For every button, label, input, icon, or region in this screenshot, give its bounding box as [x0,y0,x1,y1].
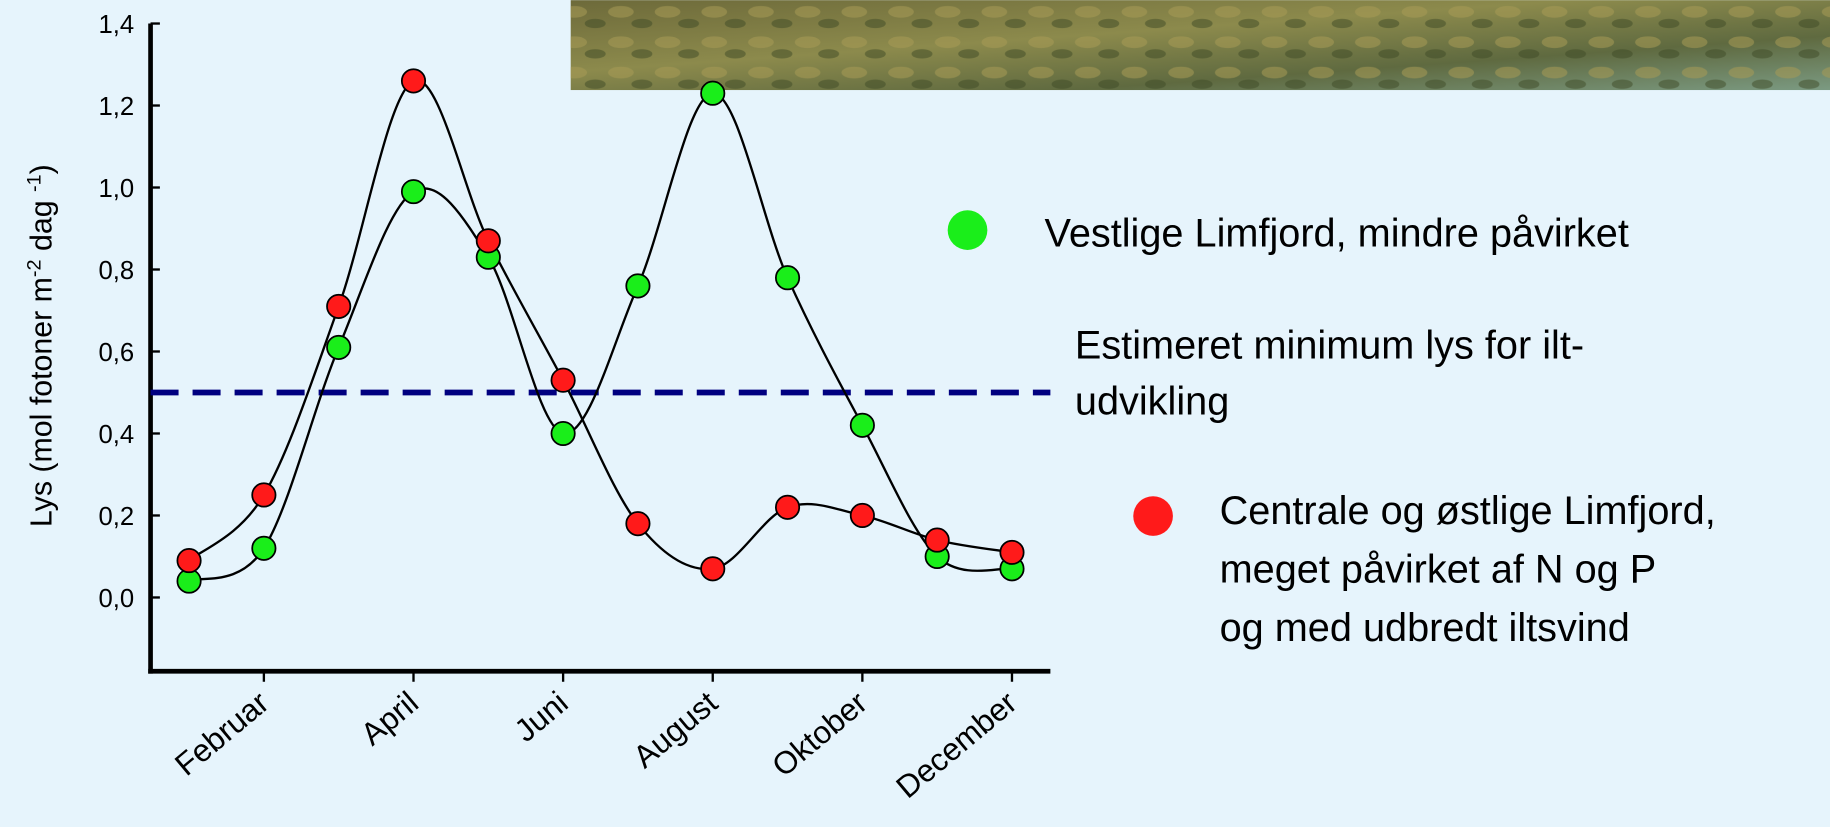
y-tick-label: 0,6 [99,339,135,367]
legend-label: udvikling [1075,380,1229,424]
data-point [252,537,275,560]
data-point [701,82,724,105]
y-axis-label: Lys (mol fotoner m-2 dag -1) [23,164,58,527]
data-point [776,266,799,289]
legend-label: Estimeret minimum lys for ilt- [1075,323,1584,367]
page: 0,0 0,2 0,4 0,6 0,8 1,0 1,2 1,4 Februar April Juni… [0,0,1830,827]
x-tick-label: April [354,684,425,752]
legend-marker [1133,496,1173,536]
data-point [851,504,874,527]
y-tick-label: 0,4 [99,421,135,449]
data-point [701,557,724,580]
x-tick-label: August [626,684,724,775]
data-point [851,414,874,437]
data-point [327,336,350,359]
data-point [551,422,574,445]
y-tick-label: 0,8 [99,257,135,285]
legend-label: Centrale og østlige Limfjord, [1220,489,1716,533]
data-point [402,69,425,92]
data-point [177,549,200,572]
y-axis-label-part: Lys (mol fotoner m [25,277,58,527]
photo-texture [571,0,1830,90]
x-tick-label: Februar [168,684,276,782]
legend-marker [948,210,988,250]
data-point [477,229,500,252]
y-tick-label: 1,2 [99,93,135,121]
data-point [626,512,649,535]
y-axis-label-part: -1 [23,174,45,192]
y-tick-label: 1,0 [99,175,135,203]
y-axis-label-part: dag [25,192,58,259]
x-tick-label: Oktober [765,684,874,784]
series-line [189,80,1012,569]
data-point [252,483,275,506]
legend-label: og med udbredt iltsvind [1220,606,1630,650]
data-point [1000,541,1023,564]
series-line [189,93,1012,581]
y-axis-label-part: -2 [23,259,45,277]
data-point [776,496,799,519]
data-point [327,295,350,318]
y-tick-label: 1,4 [99,11,135,39]
legend-label: meget påvirket af N og P [1220,548,1657,592]
x-tick-label: Juni [507,684,574,749]
y-axis-label-part: ) [25,164,58,174]
data-point [402,180,425,203]
y-tick-label: 0,2 [99,503,135,531]
x-tick-label: December [889,684,1023,805]
legend-label: Vestlige Limfjord, mindre påvirket [1045,211,1629,255]
data-point [551,369,574,392]
chart: 0,0 0,2 0,4 0,6 0,8 1,0 1,2 1,4 Februar April Juni… [0,0,1830,822]
data-point [926,528,949,551]
data-point [626,274,649,297]
y-tick-label: 0,0 [99,585,135,613]
